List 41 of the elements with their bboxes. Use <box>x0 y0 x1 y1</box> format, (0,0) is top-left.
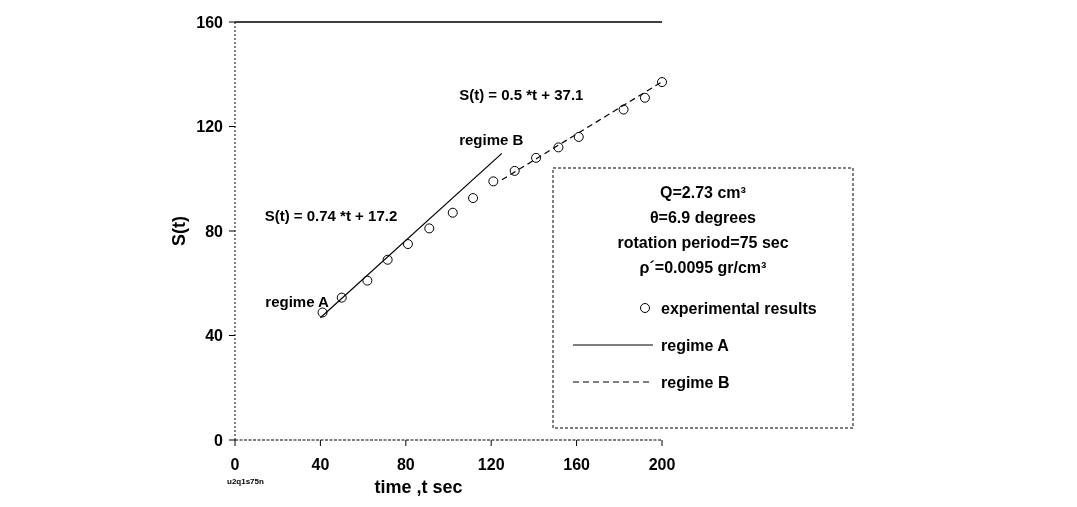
x-tick-label: 0 <box>230 456 240 473</box>
annotation: θ=6.9 degrees <box>649 209 757 226</box>
point <box>336 292 347 303</box>
point <box>362 275 373 286</box>
annotation: ρ´=0.0095 gr/cm³ <box>639 259 767 276</box>
point <box>553 142 564 153</box>
legend-label: regime B <box>661 373 730 391</box>
annotation: S(t) = 0.5 *t + 37.1 <box>459 86 584 104</box>
legend-label: regime A <box>661 336 730 354</box>
annotation: Q=2.73 cm³ <box>660 184 746 201</box>
x-tick-label: 40 <box>311 456 330 473</box>
point <box>531 152 542 163</box>
point <box>488 176 499 187</box>
y-axis-title: S(t) <box>169 216 189 246</box>
y-tick-label: 160 <box>196 13 224 31</box>
point <box>618 104 629 115</box>
y-tick-label: 0 <box>214 431 224 449</box>
annotation: regime A <box>265 292 330 310</box>
point <box>639 92 650 103</box>
point <box>657 77 667 88</box>
point <box>573 131 584 142</box>
point <box>447 207 458 218</box>
annotation: rotation period=75 sec <box>617 234 789 251</box>
point <box>424 223 435 234</box>
y-tick-label: 120 <box>196 118 224 136</box>
x-tick-label: 160 <box>563 456 591 473</box>
annotation: S(t) = 0.74 *t + 17.2 <box>264 206 398 224</box>
x-tick-label: 80 <box>396 456 415 473</box>
x-tick-label: 200 <box>648 456 676 473</box>
x-axis-title: time ,t sec <box>374 477 463 497</box>
point <box>509 165 520 176</box>
y-tick-label: 80 <box>205 222 224 240</box>
x-tick-label: 120 <box>477 456 505 473</box>
point <box>402 239 413 250</box>
legend-label: experimental results <box>661 299 817 317</box>
point <box>317 307 328 318</box>
y-tick-label: 40 <box>205 327 224 345</box>
point <box>468 193 479 204</box>
annotation: regime B <box>459 130 524 148</box>
text: u2q1s75n <box>227 477 265 486</box>
point <box>382 254 393 265</box>
